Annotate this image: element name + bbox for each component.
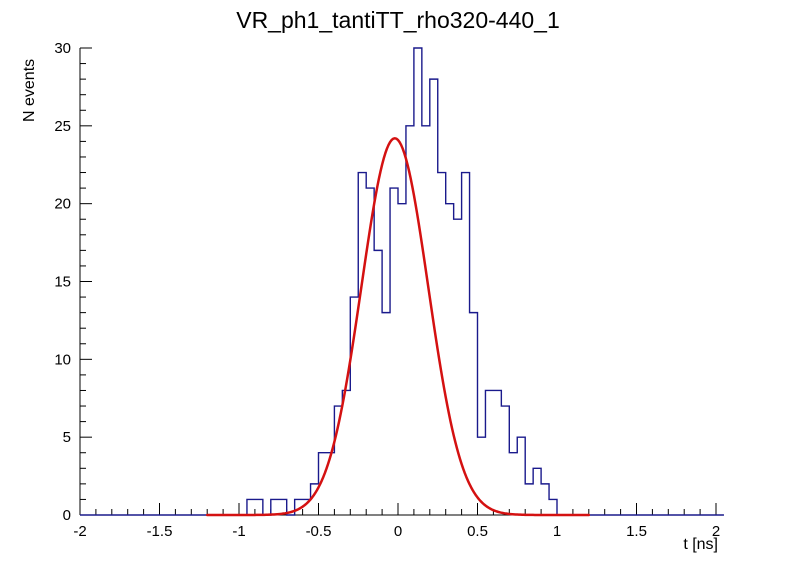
svg-text:2: 2 bbox=[712, 523, 720, 540]
y-axis-title: N events bbox=[21, 58, 38, 122]
svg-text:10: 10 bbox=[54, 351, 71, 368]
svg-text:-2: -2 bbox=[73, 523, 86, 540]
svg-text:0.5: 0.5 bbox=[467, 523, 488, 540]
svg-text:25: 25 bbox=[54, 118, 71, 135]
chart-title: VR_ph1_tantiTT_rho320-440_1 bbox=[236, 7, 560, 33]
svg-text:-1.5: -1.5 bbox=[147, 523, 173, 540]
svg-text:-0.5: -0.5 bbox=[306, 523, 332, 540]
svg-text:1.5: 1.5 bbox=[626, 523, 647, 540]
svg-text:20: 20 bbox=[54, 196, 71, 213]
svg-text:1: 1 bbox=[553, 523, 561, 540]
svg-text:5: 5 bbox=[63, 429, 71, 446]
x-axis-title: t [ns] bbox=[683, 536, 718, 553]
svg-text:15: 15 bbox=[54, 274, 71, 291]
svg-text:-1: -1 bbox=[232, 523, 245, 540]
svg-text:30: 30 bbox=[54, 40, 71, 57]
svg-text:0: 0 bbox=[394, 523, 402, 540]
svg-text:0: 0 bbox=[63, 507, 71, 524]
